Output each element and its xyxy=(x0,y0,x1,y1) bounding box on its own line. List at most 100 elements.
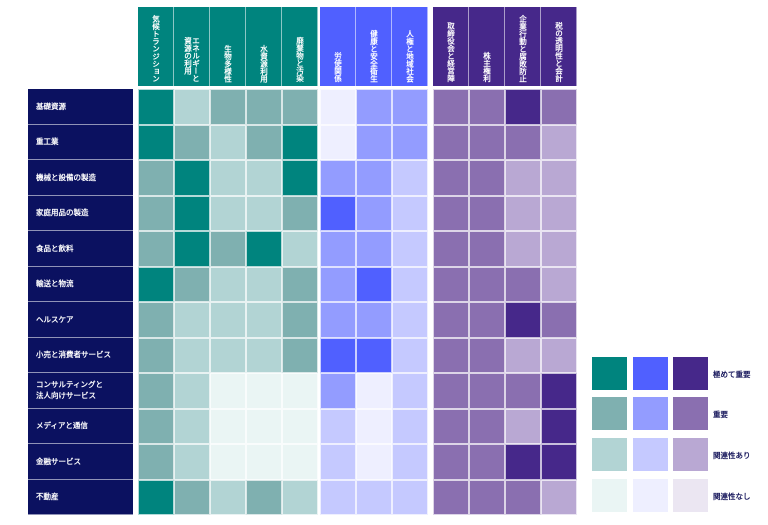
heatmap-cell xyxy=(541,89,577,125)
heatmap-cell xyxy=(246,160,282,196)
heatmap-cell xyxy=(469,89,505,125)
column-header-label: 労使関係 xyxy=(333,52,343,82)
heatmap-cell xyxy=(392,195,428,231)
column-header: 健康と安全衛生 xyxy=(356,7,392,86)
heatmap-cell xyxy=(469,160,505,196)
heatmap-cell xyxy=(356,160,392,196)
heatmap-cell xyxy=(541,337,577,373)
heatmap-cell xyxy=(541,266,577,302)
heatmap-cell xyxy=(356,302,392,338)
row-header: メディアと通信 xyxy=(28,408,133,444)
heatmap-cell xyxy=(469,444,505,480)
heatmap-cell xyxy=(392,479,428,515)
heatmap-cell xyxy=(392,373,428,409)
heatmap-cell xyxy=(282,89,318,125)
heatmap-cell xyxy=(320,124,356,160)
heatmap-cell xyxy=(282,337,318,373)
legend-swatch xyxy=(633,397,668,430)
heatmap-cell xyxy=(138,124,174,160)
heatmap-cell xyxy=(246,444,282,480)
row-header: 小売と消費者サービス xyxy=(28,337,133,373)
heatmap-cell xyxy=(433,160,469,196)
column-header: 生物多様性 xyxy=(210,7,246,86)
heatmap-cell xyxy=(320,408,356,444)
heatmap-cell xyxy=(505,266,541,302)
heatmap-cell xyxy=(282,160,318,196)
heatmap-cell xyxy=(282,373,318,409)
heatmap-cell xyxy=(433,89,469,125)
column-header-label: 企業行動と腐敗防止 xyxy=(518,14,528,83)
heatmap-cell xyxy=(469,373,505,409)
heatmap-cell xyxy=(174,337,210,373)
heatmap-cell xyxy=(246,89,282,125)
heatmap-cell xyxy=(246,408,282,444)
row-header: 基礎資源 xyxy=(28,89,133,125)
row-header-label: ヘルスケア xyxy=(36,314,74,324)
heatmap-cell xyxy=(541,444,577,480)
heatmap-cell xyxy=(138,160,174,196)
heatmap-cell xyxy=(469,408,505,444)
heatmap-cell xyxy=(356,124,392,160)
column-header: 廃棄物と汚染 xyxy=(282,7,318,86)
heatmap-cell xyxy=(210,408,246,444)
heatmap-cell xyxy=(541,160,577,196)
heatmap-cell xyxy=(138,302,174,338)
legend-swatch xyxy=(633,438,668,471)
heatmap-cell xyxy=(505,337,541,373)
heatmap-cell xyxy=(320,444,356,480)
heatmap-cell xyxy=(433,408,469,444)
column-header-label: 取締役会と経営陣 xyxy=(446,22,456,82)
column-header: 労使関係 xyxy=(320,7,356,86)
heatmap-cell xyxy=(469,231,505,267)
heatmap-cell xyxy=(174,124,210,160)
column-header: 気候トランジション xyxy=(138,7,174,86)
heatmap-cell xyxy=(469,479,505,515)
heatmap-cell xyxy=(174,302,210,338)
heatmap-cell xyxy=(174,479,210,515)
column-header-label: 生物多様性 xyxy=(223,44,233,83)
heatmap-cell xyxy=(210,266,246,302)
row-header-label: 不動産 xyxy=(36,492,59,502)
heatmap-cell xyxy=(282,302,318,338)
legend-label: 重要 xyxy=(713,410,728,419)
heatmap-cell xyxy=(320,89,356,125)
column-header-label: 株主権利 xyxy=(482,52,492,82)
heatmap-cell xyxy=(356,266,392,302)
row-header-label: 基礎資源 xyxy=(36,101,66,111)
heatmap-cell xyxy=(541,195,577,231)
heatmap-cell xyxy=(356,479,392,515)
heatmap-cell xyxy=(210,444,246,480)
heatmap-cell xyxy=(246,337,282,373)
heatmap-cell xyxy=(392,408,428,444)
legend-swatch xyxy=(673,479,708,512)
row-header: コンサルティングと 法人向けサービス xyxy=(28,373,133,409)
heatmap-cell xyxy=(138,444,174,480)
heatmap-cell xyxy=(210,195,246,231)
heatmap-cell xyxy=(174,373,210,409)
heatmap-cell xyxy=(320,195,356,231)
heatmap-cell xyxy=(433,302,469,338)
heatmap-cell xyxy=(210,89,246,125)
legend-swatch xyxy=(673,438,708,471)
heatmap-cell xyxy=(138,373,174,409)
legend-swatch xyxy=(633,357,668,390)
heatmap-cell xyxy=(138,231,174,267)
heatmap-cell xyxy=(541,231,577,267)
row-header: 輸送と物流 xyxy=(28,266,133,302)
row-header: 重工業 xyxy=(28,124,133,160)
column-header-label: エネルギーと 資源の利用 xyxy=(183,37,201,82)
heatmap-cell xyxy=(246,479,282,515)
row-header-label: 輸送と物流 xyxy=(36,279,74,289)
heatmap-cell xyxy=(246,124,282,160)
heatmap-cell xyxy=(174,231,210,267)
heatmap-cell xyxy=(174,444,210,480)
heatmap-cell xyxy=(433,479,469,515)
heatmap-cell xyxy=(505,124,541,160)
column-header-label: 水資源利用 xyxy=(259,44,269,83)
heatmap-cell xyxy=(392,231,428,267)
heatmap-cell xyxy=(541,124,577,160)
row-header: 機械と設備の製造 xyxy=(28,160,133,196)
legend-swatch xyxy=(633,479,668,512)
heatmap-cell xyxy=(174,195,210,231)
